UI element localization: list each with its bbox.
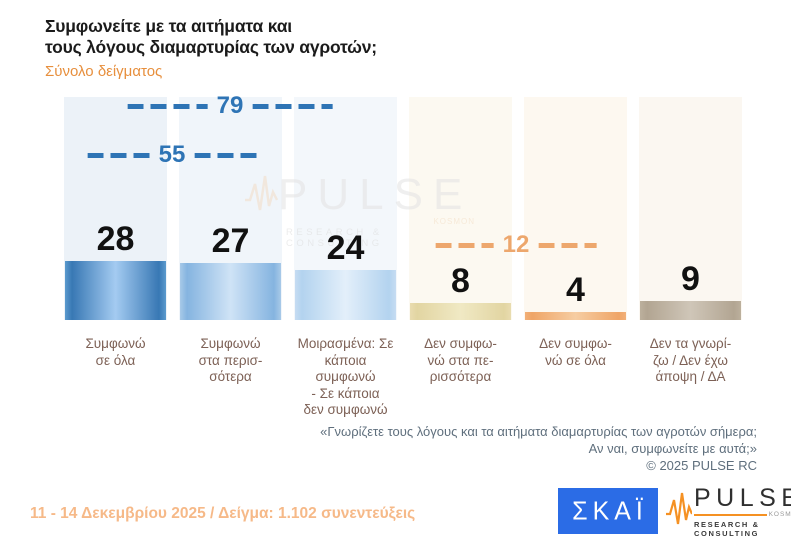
category-label-mixed: Μοιρασμένα: Σε κάποια συμφωνώ - Σε κάποι… (297, 336, 394, 417)
dash-left (435, 242, 494, 248)
dash-left (127, 103, 208, 109)
sample-subtitle: Σύνολο δείγματος (45, 63, 163, 80)
chart-column-dont-know: 9 (639, 97, 742, 320)
pulse-waveform-icon (244, 166, 279, 223)
watermark-name: PULSE (278, 169, 473, 219)
chart-column-agree-all: 28 (64, 97, 167, 320)
pulse-logo-name: PULSE (694, 484, 791, 512)
category-label-agree-all: Συμφωνώ σε όλα (85, 336, 146, 368)
dash-right (194, 152, 257, 158)
sum-value: 55 (158, 141, 186, 168)
bar-agree-most (180, 263, 281, 320)
sum-marker-55: 55 (87, 141, 257, 168)
bar-disagree-most (410, 303, 511, 320)
bar-mixed (295, 269, 396, 320)
bar-chart: 28 27 24 8 4 9 (64, 92, 742, 320)
pulse-logo-rule (694, 513, 767, 516)
category-label-dont-know: Δεν τα γνωρί- ζω / Δεν έχω άποψη / ΔΑ (649, 336, 732, 384)
chart-column-disagree-most: 8 (409, 97, 512, 320)
skai-logo-text: ΣΚΑΪ (572, 495, 648, 526)
dash-right (252, 103, 333, 109)
category-axis: Συμφωνώ σε όλα Συμφωνώ στα περισ- σότερα… (64, 336, 742, 419)
value-label: 8 (451, 262, 470, 301)
pulse-watermark: PULSE KOSMON RESEARCH & CONSULTING (244, 166, 479, 249)
copyright-note: © 2025 PULSE RC (646, 458, 757, 473)
dash-right (538, 242, 597, 248)
sum-marker-12: 12 (435, 231, 597, 258)
category-label-disagree-most: Δεν συμφω- νώ στα πε- ρισσότερα (424, 336, 497, 384)
sum-value: 12 (502, 231, 530, 258)
chart-column-agree-most: 27 (179, 97, 282, 320)
value-label: 27 (211, 222, 250, 261)
pulse-logo-tag: KOSMON (768, 511, 791, 518)
value-label: 24 (326, 228, 365, 267)
value-label: 4 (566, 270, 585, 309)
dash-left (87, 152, 150, 158)
sum-value: 79 (216, 92, 244, 119)
sum-marker-79: 79 (127, 92, 333, 119)
pulse-waveform-icon (666, 487, 694, 534)
watermark-tag: KOSMON (433, 217, 475, 226)
watermark-sub: RESEARCH & CONSULTING (286, 227, 383, 249)
value-label: 9 (681, 260, 700, 299)
fieldwork-info: 11 - 14 Δεκεμβρίου 2025 / Δείγμα: 1.102 … (30, 505, 416, 522)
pulse-logo-subtitle: RESEARCH & CONSULTING (694, 520, 760, 538)
bar-dont-know (640, 301, 741, 320)
chart-column-disagree-all: 4 (524, 97, 627, 320)
bar-agree-all (65, 261, 166, 320)
pulse-logo: PULSE KOSMON RESEARCH & CONSULTING (666, 484, 791, 538)
chart-column-mixed: 24 (294, 97, 397, 320)
skai-logo: ΣΚΑΪ (558, 488, 658, 534)
page-title: Συμφωνείτε με τα αιτήματα και τους λόγου… (45, 16, 377, 57)
value-label: 28 (96, 220, 135, 259)
category-label-disagree-all: Δεν συμφω- νώ σε όλα (539, 336, 612, 368)
bar-disagree-all (525, 311, 626, 320)
question-footnote: «Γνωρίζετε τους λόγους και τα αιτήματα δ… (320, 424, 757, 456)
category-label-agree-most: Συμφωνώ στα περισ- σότερα (198, 336, 263, 384)
